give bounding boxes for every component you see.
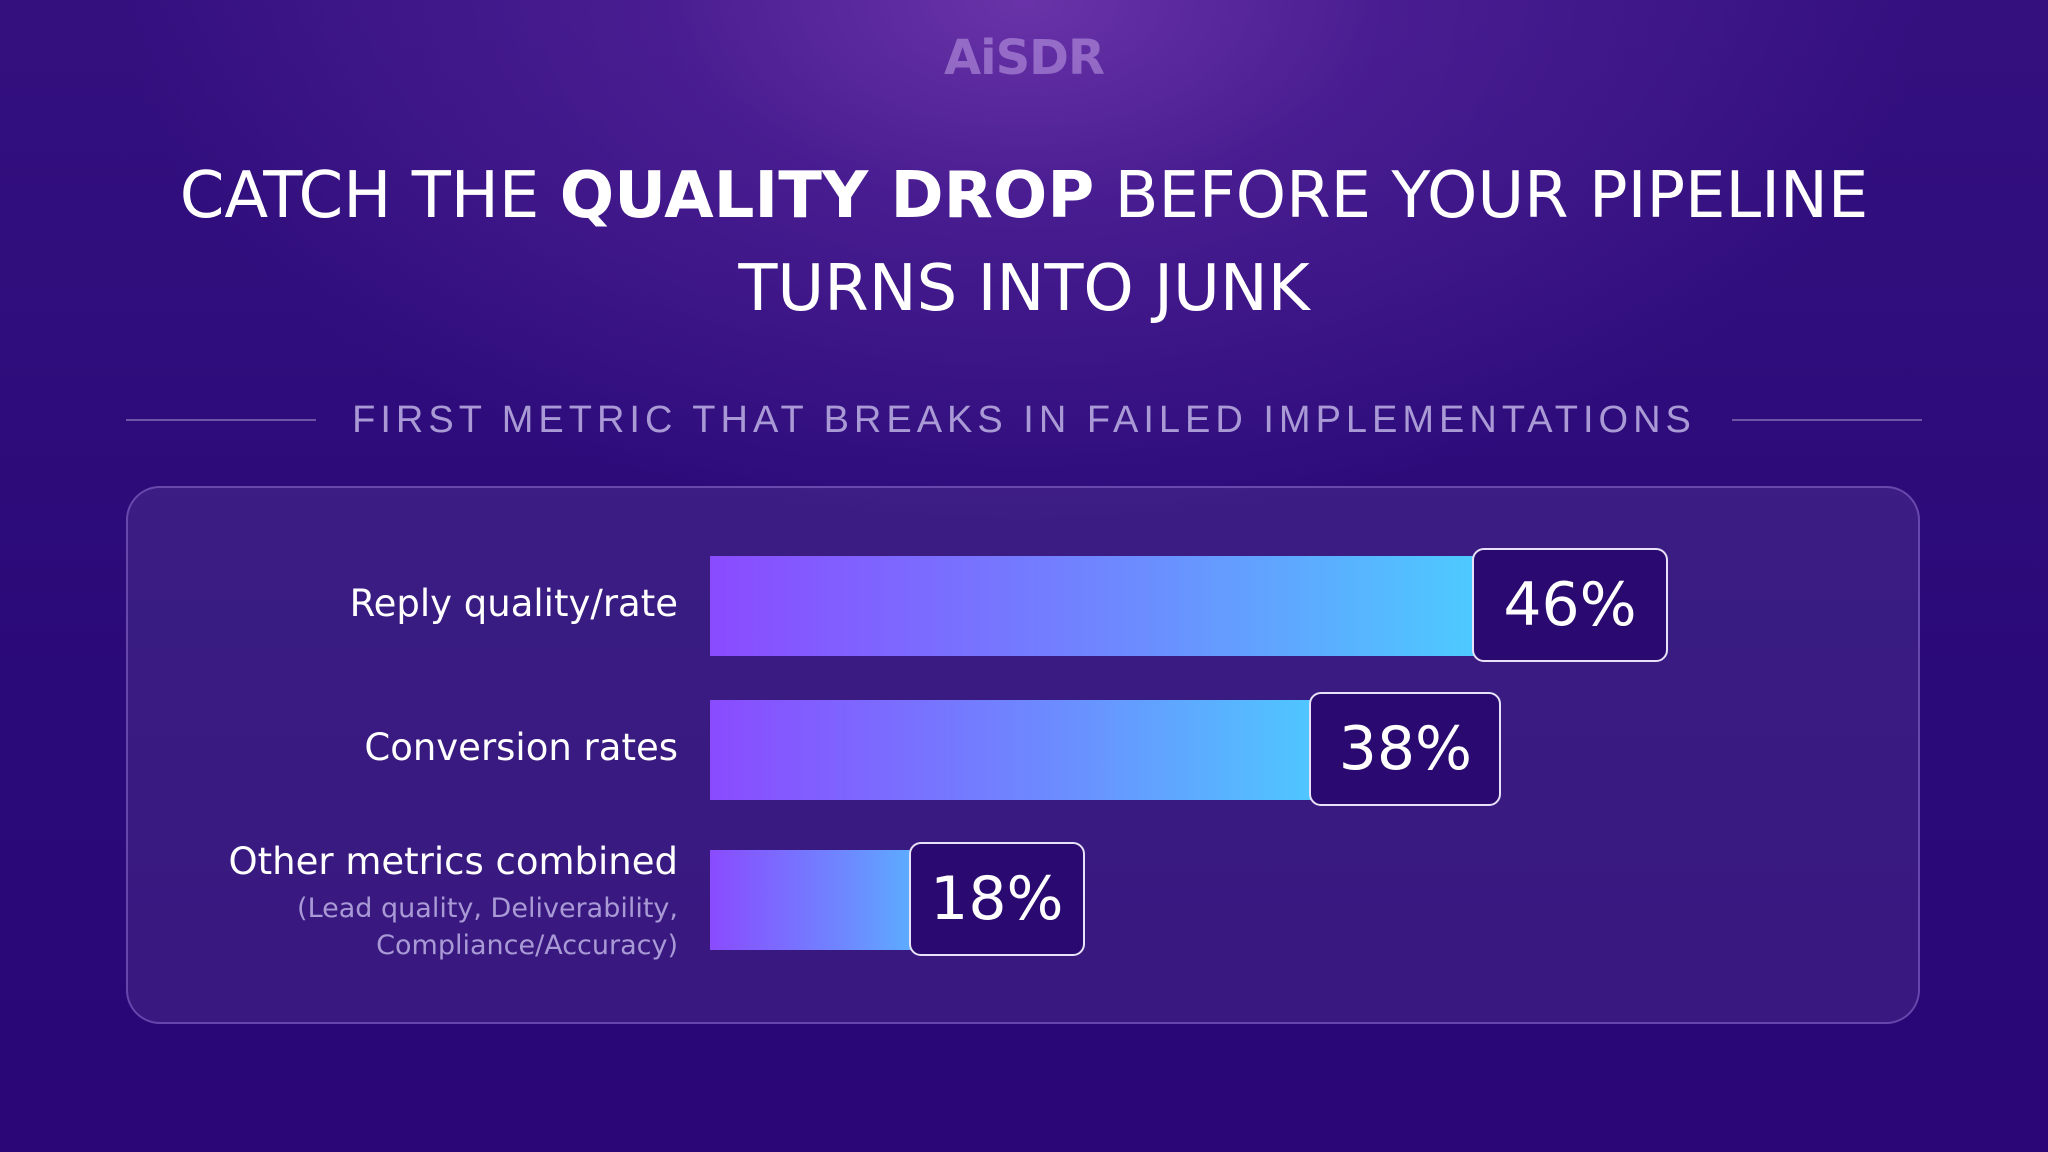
headline-part-2: BEFORE YOUR PIPELINE <box>1094 159 1869 233</box>
headline-line-2: TURNS INTO JUNK <box>738 252 1310 326</box>
chart-subtitle-row: FIRST METRIC THAT BREAKS IN FAILED IMPLE… <box>126 398 1923 442</box>
category-label-2: Conversion rates <box>364 726 678 769</box>
value-label-3: 18% <box>908 842 1085 956</box>
bar-2 <box>710 700 1406 800</box>
headline-part-1: CATCH THE <box>179 159 560 233</box>
aisdr-logo: AiSDR <box>944 30 1105 86</box>
category-label-3: Other metrics combined <box>228 840 679 883</box>
bar-1 <box>710 556 1570 656</box>
left-divider <box>126 419 317 421</box>
category-note-3: (Lead quality, Deliverability, Compliance… <box>297 893 678 961</box>
headline: CATCH THE QUALITY DROP BEFORE YOUR PIPEL… <box>0 150 2048 336</box>
value-label-2: 38% <box>1309 692 1502 806</box>
headline-emphasis: QUALITY DROP <box>559 159 1095 233</box>
category-label-1: Reply quality/rate <box>349 582 678 625</box>
value-label-1: 46% <box>1472 548 1668 662</box>
chart-title: FIRST METRIC THAT BREAKS IN FAILED IMPLE… <box>352 398 1696 441</box>
right-divider <box>1731 419 1923 421</box>
